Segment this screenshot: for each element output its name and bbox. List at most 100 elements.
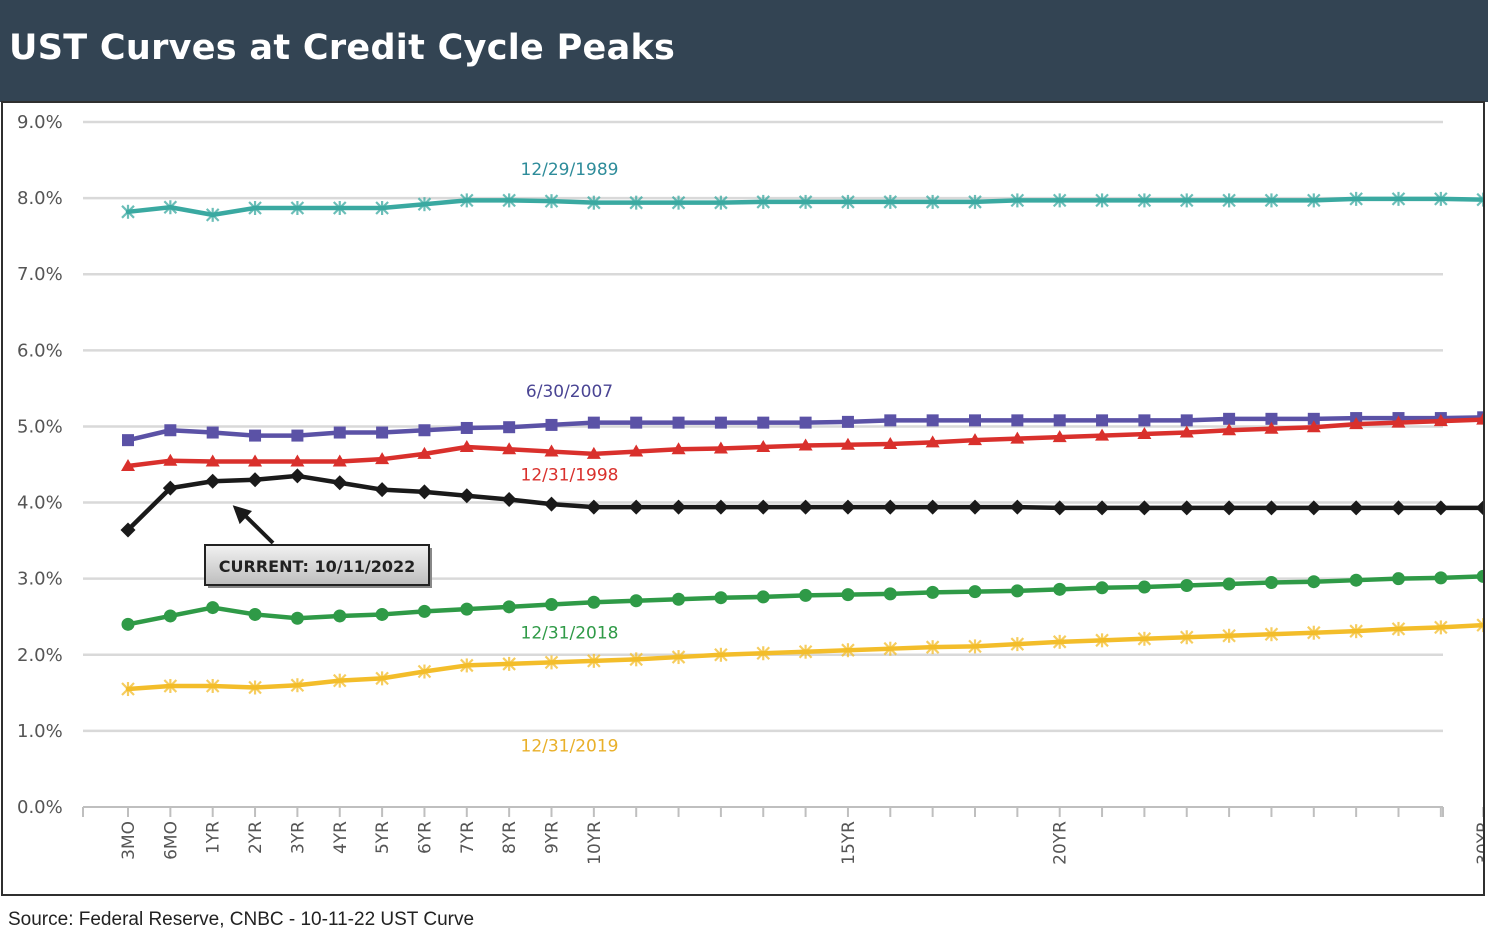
point-12-31-2019 <box>841 643 855 658</box>
point-12-29-1989 <box>332 201 347 216</box>
point-6-30-2007 <box>672 416 685 429</box>
y-tick-label: 1.0% <box>17 721 63 742</box>
point-12-29-1989 <box>1349 191 1363 206</box>
x-tick-label: 15YR <box>839 821 859 865</box>
point-12-29-1989 <box>883 194 898 209</box>
point-12-29-1989 <box>1222 193 1236 208</box>
point-6-30-2007 <box>418 424 431 437</box>
page-title: UST Curves at Credit Cycle Peaks <box>9 28 676 68</box>
x-tick-label: 3MO <box>119 821 139 860</box>
point-current-10-11-2022 <box>1306 500 1322 516</box>
point-12-31-1998 <box>671 442 686 455</box>
point-12-31-2019 <box>248 680 262 695</box>
point-12-31-2019 <box>1307 625 1321 640</box>
x-tick-label: 9YR <box>543 821 563 854</box>
chart-svg: 0.0% 1.0% 2.0% 3.0% 4.0% 5.0% 6.0% 7.0% 8.0% 9.0%… <box>17 112 1483 865</box>
point-6-30-2007 <box>249 429 262 442</box>
point-12-31-2018 <box>1476 569 1483 583</box>
point-12-31-1998 <box>1095 428 1110 441</box>
point-12-31-2019 <box>1010 637 1025 652</box>
series-label: 12/31/1998 <box>521 466 619 486</box>
point-current-10-11-2022 <box>416 484 432 500</box>
point-12-29-1989 <box>502 193 516 208</box>
point-current-10-11-2022 <box>120 522 136 538</box>
point-12-31-2019 <box>1476 618 1483 633</box>
point-12-31-1998 <box>459 439 474 452</box>
point-12-29-1989 <box>671 195 686 210</box>
x-tick-label: 6YR <box>415 821 435 854</box>
point-12-29-1989 <box>714 195 728 210</box>
point-12-31-2019 <box>587 653 601 668</box>
point-12-29-1989 <box>1010 193 1025 208</box>
point-current-10-11-2022 <box>1221 500 1237 516</box>
point-6-30-2007 <box>1096 414 1109 427</box>
point-12-31-2018 <box>1264 575 1278 589</box>
point-current-10-11-2022 <box>925 499 941 515</box>
point-12-29-1989 <box>544 194 559 209</box>
point-12-31-1998 <box>840 437 855 450</box>
point-12-31-2019 <box>121 682 135 697</box>
point-12-29-1989 <box>1307 193 1321 208</box>
point-12-31-2019 <box>1434 620 1448 635</box>
point-12-31-1998 <box>883 436 898 449</box>
x-tick-label: 8YR <box>500 821 520 854</box>
y-tick-label: 4.0% <box>17 493 63 514</box>
point-current-10-11-2022 <box>671 499 687 515</box>
point-12-31-2018 <box>502 600 516 614</box>
point-12-29-1989 <box>1264 193 1279 208</box>
y-tick-label: 8.0% <box>17 188 63 209</box>
point-12-31-1998 <box>544 444 559 457</box>
point-12-31-1998 <box>248 454 263 467</box>
y-tick-label: 9.0% <box>17 112 63 133</box>
point-current-10-11-2022 <box>289 468 305 484</box>
point-12-29-1989 <box>290 201 305 216</box>
point-6-30-2007 <box>884 414 897 427</box>
point-current-10-11-2022 <box>1136 500 1152 516</box>
point-current-10-11-2022 <box>162 480 178 496</box>
y-tick-label: 0.0% <box>17 797 63 818</box>
point-12-31-1998 <box>332 454 347 467</box>
point-12-31-1998 <box>586 446 601 459</box>
series-label: 12/31/2019 <box>521 736 619 756</box>
point-12-31-2019 <box>756 646 771 661</box>
point-12-29-1989 <box>248 201 262 216</box>
point-6-30-2007 <box>333 426 346 439</box>
series-label: 12/29/1989 <box>521 160 619 180</box>
point-12-29-1989 <box>205 207 220 222</box>
y-tick-label: 5.0% <box>17 416 63 437</box>
point-12-31-2019 <box>1391 621 1406 636</box>
point-6-30-2007 <box>545 418 558 431</box>
point-12-31-2019 <box>1264 627 1279 642</box>
point-12-31-2018 <box>756 590 770 604</box>
point-12-31-2018 <box>883 587 897 601</box>
point-12-31-2019 <box>544 655 559 670</box>
point-12-29-1989 <box>375 201 389 216</box>
point-6-30-2007 <box>1307 412 1320 425</box>
point-12-31-2019 <box>332 673 347 688</box>
point-12-31-1998 <box>713 441 728 454</box>
point-6-30-2007 <box>1011 414 1024 427</box>
point-12-31-2018 <box>1095 581 1109 595</box>
point-12-31-1998 <box>1349 417 1364 430</box>
point-6-30-2007 <box>122 434 134 447</box>
point-12-31-1998 <box>121 459 135 472</box>
point-12-29-1989 <box>798 194 813 209</box>
point-12-29-1989 <box>587 195 601 210</box>
point-12-31-2019 <box>714 647 728 662</box>
point-current-10-11-2022 <box>586 499 602 515</box>
point-12-31-1998 <box>1222 423 1237 436</box>
point-12-31-2018 <box>333 609 347 623</box>
point-current-10-11-2022 <box>459 488 475 504</box>
point-12-29-1989 <box>460 193 474 208</box>
x-tick-label: 4YR <box>331 821 351 854</box>
point-6-30-2007 <box>460 421 473 434</box>
point-12-29-1989 <box>417 197 432 212</box>
point-12-31-2018 <box>1392 572 1405 586</box>
point-6-30-2007 <box>1477 411 1483 424</box>
point-12-29-1989 <box>1095 193 1109 208</box>
point-12-31-1998 <box>798 438 813 451</box>
callout-label: CURRENT: 10/11/2022 <box>219 557 415 576</box>
point-current-10-11-2022 <box>247 472 263 488</box>
point-12-31-2018 <box>1349 573 1363 587</box>
point-12-31-1998 <box>417 446 432 459</box>
